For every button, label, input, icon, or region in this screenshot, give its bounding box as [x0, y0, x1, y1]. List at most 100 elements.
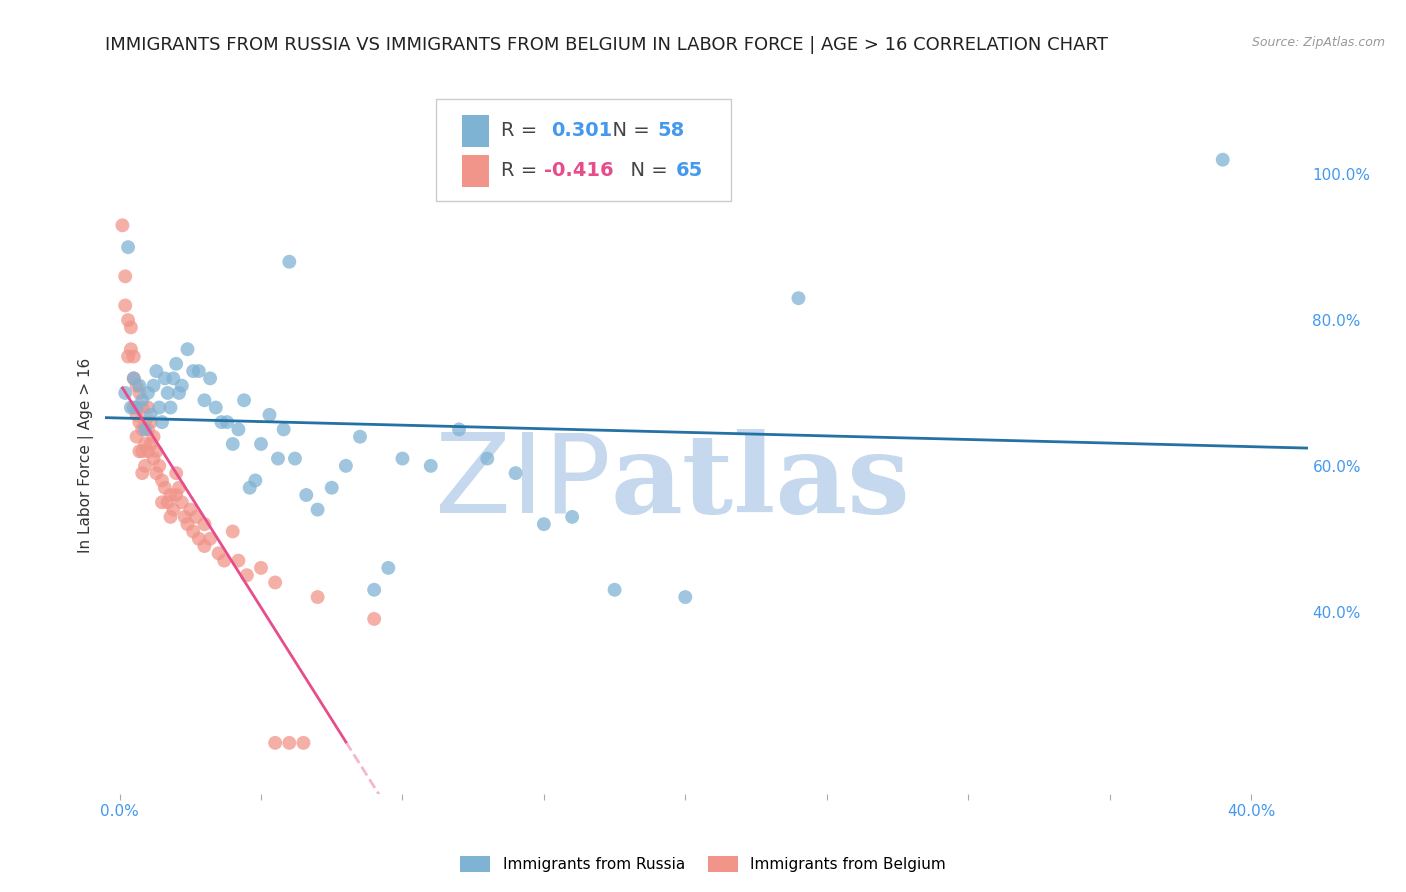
Point [391, 451, 413, 466]
Point [236, 568, 259, 582]
Point [122, 350, 145, 364]
Point [136, 401, 159, 415]
Point [162, 502, 184, 516]
Point [131, 422, 153, 436]
Point [187, 532, 209, 546]
Point [125, 430, 148, 444]
Point [111, 219, 134, 233]
Text: R =: R = [501, 161, 544, 180]
Text: -0.416: -0.416 [544, 161, 614, 180]
Point [222, 524, 245, 539]
Point [134, 458, 156, 473]
Point [136, 386, 159, 401]
Point [139, 415, 162, 429]
Point [179, 502, 201, 516]
Point [292, 736, 315, 750]
Point [307, 502, 329, 516]
Point [250, 437, 273, 451]
Point [787, 291, 810, 305]
Text: R =: R = [501, 121, 550, 140]
Point [131, 466, 153, 480]
Point [128, 444, 150, 458]
Point [321, 481, 343, 495]
Y-axis label: In Labor Force | Age > 16: In Labor Force | Age > 16 [79, 358, 94, 552]
Point [167, 386, 190, 401]
Point [233, 393, 256, 408]
Point [173, 509, 195, 524]
Point [295, 488, 318, 502]
Point [187, 364, 209, 378]
Point [148, 401, 170, 415]
Point [259, 408, 281, 422]
Point [477, 451, 499, 466]
Legend: Immigrants from Russia, Immigrants from Belgium: Immigrants from Russia, Immigrants from … [453, 848, 953, 880]
Point [193, 517, 215, 532]
Point [533, 517, 555, 532]
Point [222, 437, 245, 451]
Point [184, 509, 207, 524]
Point [204, 401, 226, 415]
Text: IMMIGRANTS FROM RUSSIA VS IMMIGRANTS FROM BELGIUM IN LABOR FORCE | AGE > 16 CORR: IMMIGRANTS FROM RUSSIA VS IMMIGRANTS FRO… [105, 36, 1108, 54]
Point [122, 371, 145, 385]
FancyBboxPatch shape [463, 114, 489, 147]
Point [349, 430, 371, 444]
Point [176, 517, 198, 532]
Point [142, 378, 165, 392]
Point [162, 371, 184, 385]
Point [128, 386, 150, 401]
Point [142, 451, 165, 466]
Point [181, 524, 204, 539]
Point [134, 415, 156, 429]
Point [307, 590, 329, 604]
Point [228, 553, 250, 567]
Point [212, 553, 235, 567]
Point [139, 437, 162, 451]
Text: Source: ZipAtlas.com: Source: ZipAtlas.com [1251, 36, 1385, 49]
Point [145, 364, 167, 378]
Point [125, 378, 148, 392]
Point [153, 481, 176, 495]
Point [122, 371, 145, 385]
Point [198, 532, 221, 546]
Text: N =: N = [599, 121, 655, 140]
Point [193, 393, 215, 408]
Point [278, 736, 301, 750]
Point [117, 350, 139, 364]
Point [159, 488, 181, 502]
Point [278, 254, 301, 268]
Point [209, 415, 232, 429]
Point [165, 488, 187, 502]
Point [217, 415, 239, 429]
Point [145, 444, 167, 458]
Point [250, 561, 273, 575]
Point [363, 582, 385, 597]
Point [122, 401, 145, 415]
Point [156, 495, 179, 509]
Point [363, 612, 385, 626]
Point [198, 371, 221, 385]
Point [1212, 153, 1234, 167]
Point [159, 509, 181, 524]
Point [561, 509, 583, 524]
Point [153, 371, 176, 385]
Point [505, 466, 527, 480]
Point [673, 590, 696, 604]
Point [335, 458, 357, 473]
Text: ZIP: ZIP [434, 428, 610, 535]
Point [117, 313, 139, 327]
Point [170, 495, 193, 509]
Point [150, 415, 173, 429]
Point [131, 444, 153, 458]
Point [419, 458, 441, 473]
Point [134, 422, 156, 436]
Text: 0.301: 0.301 [551, 121, 613, 140]
Point [228, 422, 250, 436]
Point [136, 444, 159, 458]
Point [139, 408, 162, 422]
Point [114, 386, 136, 401]
Point [181, 364, 204, 378]
FancyBboxPatch shape [463, 154, 489, 187]
Point [114, 269, 136, 284]
Text: 65: 65 [675, 161, 703, 180]
Point [207, 546, 229, 560]
